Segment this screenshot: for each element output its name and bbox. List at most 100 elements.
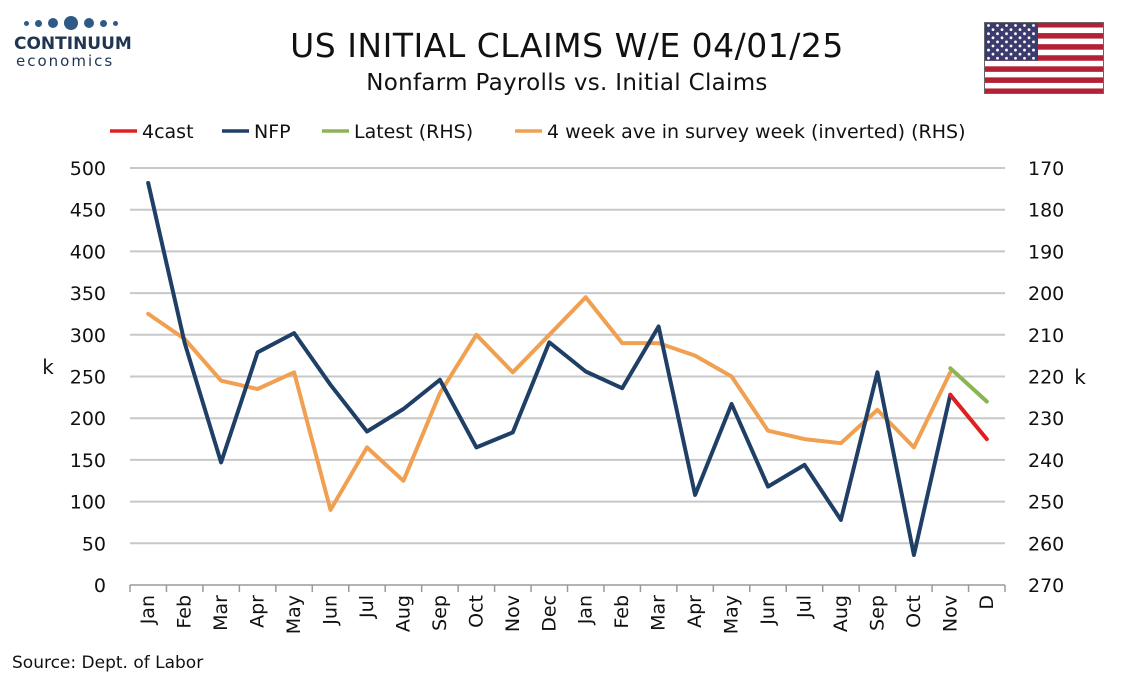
right-tick-label: 230 (1028, 408, 1064, 430)
x-tick-label: Jan (575, 595, 597, 625)
chart-title: US INITIAL CLAIMS W/E 04/01/25 (290, 26, 844, 65)
x-tick-label: D (976, 595, 998, 610)
flag-star (996, 48, 999, 52)
flag-stripe (984, 55, 1104, 62)
flag-star (1005, 24, 1008, 27)
left-tick-label: 400 (70, 241, 106, 263)
logo-sub: economics (16, 52, 115, 70)
right-tick-label: 240 (1028, 450, 1064, 472)
continuum-logo: CONTINUUM economics (14, 14, 134, 76)
left-tick-label: 350 (70, 283, 106, 305)
right-tick-label: 260 (1028, 533, 1064, 555)
x-tick-label: May (283, 595, 305, 634)
flag-star (1009, 36, 1013, 40)
x-axis-ticks (129, 585, 1006, 592)
legend-item: 4cast (110, 121, 194, 143)
flag-star (1000, 44, 1004, 48)
x-tick-label: Oct (903, 595, 925, 628)
flag-stripe (984, 88, 1104, 94)
flag-stripe (984, 71, 1104, 78)
x-tick-label: Sep (866, 595, 888, 631)
flag-star (1005, 40, 1008, 44)
flag-star (1027, 44, 1031, 48)
flag-stripe (984, 66, 1104, 73)
x-tick-label: Aug (830, 595, 852, 632)
series-lines (146, 181, 989, 557)
right-axis-label: k (1074, 365, 1086, 389)
flag-star (1018, 28, 1022, 31)
flag-star (1014, 40, 1017, 44)
right-tick-label: 210 (1028, 325, 1064, 347)
left-tick-label: 200 (70, 408, 106, 430)
left-tick-label: 450 (70, 200, 106, 222)
left-axis-label: k (42, 355, 54, 379)
right-tick-label: 180 (1028, 200, 1064, 222)
x-tick-label: Dec (538, 595, 560, 632)
flag-star (1014, 24, 1017, 27)
x-tick-label: Mar (648, 595, 670, 631)
flag-stripe (984, 49, 1104, 56)
flag-star (1014, 48, 1017, 52)
legend-label: NFP (254, 121, 291, 143)
flag-star (1023, 48, 1026, 52)
left-tick-label: 500 (70, 158, 106, 180)
flag-star (991, 28, 995, 31)
right-tick-label: 200 (1028, 283, 1064, 305)
left-axis-ticks: 0 50 100 150 200 250 300 350 400 450 500 (70, 158, 106, 597)
right-tick-label: 270 (1028, 575, 1064, 597)
flag-star (1005, 32, 1008, 36)
gridlines (130, 167, 1005, 545)
x-tick-label: Nov (939, 595, 961, 632)
flag-star (1027, 28, 1031, 31)
flag-star (1032, 56, 1035, 60)
series-line-nfp (146, 181, 953, 557)
flag-star (1023, 56, 1026, 60)
x-tick-label: Nov (502, 595, 524, 632)
flag-star (1014, 32, 1017, 36)
flag-stripe (984, 60, 1104, 67)
left-tick-label: 250 (70, 367, 106, 389)
flag-star (1000, 28, 1004, 31)
flag-star (987, 40, 990, 44)
flag-star (1032, 32, 1035, 36)
x-tick-label: Jun (757, 595, 779, 626)
right-axis-ticks: 170 180 190 200 210 220 230 240 250 260 270 (1028, 158, 1064, 597)
x-tick-label: Aug (392, 595, 414, 632)
legend-item: NFP (222, 121, 291, 143)
chart-subtitle: Nonfarm Payrolls vs. Initial Claims (366, 70, 768, 96)
flag-star (1005, 56, 1008, 60)
flag-star (1023, 32, 1026, 36)
left-tick-label: 100 (70, 492, 106, 514)
x-tick-label: Feb (611, 595, 633, 629)
flag-star (987, 24, 990, 27)
left-tick-label: 150 (70, 450, 106, 472)
flag-star (1032, 48, 1035, 52)
flag-star (1009, 28, 1013, 31)
flag-star (1009, 52, 1013, 56)
flag-stripe (984, 82, 1104, 89)
flag-stripe (984, 44, 1104, 50)
flag-star (991, 36, 995, 40)
right-tick-label: 190 (1028, 241, 1064, 263)
left-tick-label: 300 (70, 325, 106, 347)
series-line-latest-rhs (948, 366, 989, 404)
x-tick-label: Jan (137, 595, 159, 625)
flag-star (1023, 24, 1026, 27)
flag-stripe (984, 77, 1104, 84)
right-tick-label: 250 (1028, 492, 1064, 514)
flag-star (996, 40, 999, 44)
right-tick-label: 220 (1028, 367, 1064, 389)
flag-star (991, 44, 995, 48)
flag-star (996, 24, 999, 27)
legend-item: 4 week ave in survey week (inverted) (RH… (515, 121, 966, 143)
x-tick-label: Jun (320, 595, 342, 626)
source-note: Source: Dept. of Labor (12, 653, 204, 673)
flag-star (1018, 36, 1022, 40)
flag-star (1000, 36, 1004, 40)
us-flag-icon (984, 22, 1104, 94)
flag-star (1000, 52, 1004, 56)
x-tick-label: Jul (793, 595, 815, 619)
flag-star (1014, 56, 1017, 60)
flag-star (1005, 48, 1008, 52)
x-axis-labels: Jan Feb Mar Apr May Jun Jul Aug Sep Oct Nov Dec Jan F… (137, 595, 998, 634)
